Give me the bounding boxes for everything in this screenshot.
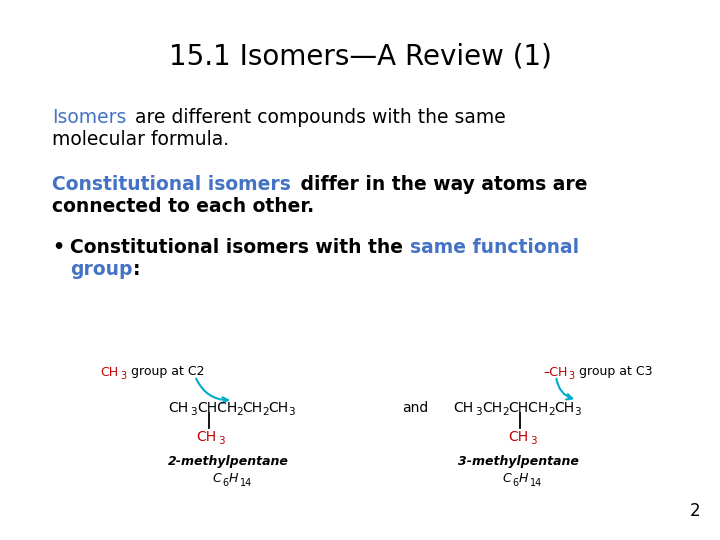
Text: 3: 3	[574, 407, 580, 417]
Text: Constitutional isomers with the: Constitutional isomers with the	[70, 238, 410, 257]
Text: CH: CH	[100, 366, 118, 379]
Text: CH: CH	[453, 401, 473, 415]
Text: CH: CH	[168, 401, 188, 415]
Text: 6: 6	[512, 478, 518, 488]
Text: 3: 3	[190, 407, 197, 417]
Text: Constitutional isomers: Constitutional isomers	[52, 175, 291, 194]
Text: 3: 3	[530, 436, 536, 446]
Text: CH: CH	[482, 401, 502, 415]
Text: are different compounds with the same: are different compounds with the same	[130, 108, 506, 127]
Text: differ in the way atoms are: differ in the way atoms are	[294, 175, 588, 194]
Text: H: H	[519, 471, 528, 484]
Text: 3: 3	[120, 371, 126, 381]
Text: H: H	[229, 471, 238, 484]
Text: 2: 2	[689, 502, 700, 520]
Text: 3: 3	[568, 371, 574, 381]
Text: C: C	[212, 471, 221, 484]
Text: CH: CH	[268, 401, 288, 415]
Text: 3: 3	[288, 407, 294, 417]
Text: group at C2: group at C2	[127, 366, 204, 379]
Text: group at C3: group at C3	[575, 366, 652, 379]
Text: 14: 14	[530, 478, 542, 488]
Text: CHCH: CHCH	[197, 401, 238, 415]
Text: 15.1 Isomers—A Review (1): 15.1 Isomers—A Review (1)	[168, 42, 552, 70]
Text: 2-methylpentane: 2-methylpentane	[168, 456, 289, 469]
Text: CHCH: CHCH	[508, 401, 548, 415]
Text: CH: CH	[196, 430, 216, 444]
Text: same functional: same functional	[410, 238, 579, 257]
Text: 3: 3	[475, 407, 482, 417]
Text: 2: 2	[236, 407, 243, 417]
Text: C: C	[502, 471, 510, 484]
Text: •: •	[52, 238, 64, 257]
Text: 3-methylpentane: 3-methylpentane	[458, 456, 578, 469]
Text: CH: CH	[554, 401, 574, 415]
Text: molecular formula.: molecular formula.	[52, 130, 229, 149]
Text: 2: 2	[502, 407, 508, 417]
Text: –CH: –CH	[543, 366, 567, 379]
Text: connected to each other.: connected to each other.	[52, 197, 314, 216]
Text: 6: 6	[222, 478, 228, 488]
Text: 3: 3	[218, 436, 225, 446]
Text: CH: CH	[508, 430, 528, 444]
Text: Isomers: Isomers	[52, 108, 127, 127]
Text: CH: CH	[242, 401, 262, 415]
Text: 2: 2	[548, 407, 554, 417]
Text: :: :	[132, 260, 140, 279]
Text: and: and	[402, 401, 428, 415]
Text: 2: 2	[262, 407, 269, 417]
Text: 14: 14	[240, 478, 252, 488]
Text: group: group	[70, 260, 132, 279]
